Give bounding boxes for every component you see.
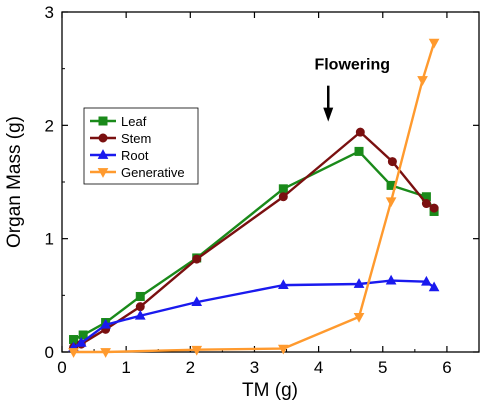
legend-label-stem: Stem — [121, 131, 151, 146]
x-tick-label: 2 — [186, 358, 195, 377]
series-line-stem — [73, 130, 435, 349]
data-point-root — [353, 278, 365, 288]
y-tick-label: 1 — [45, 230, 54, 249]
series-root — [68, 274, 440, 352]
x-tick-label: 1 — [121, 358, 130, 377]
legend-label-root: Root — [121, 148, 149, 163]
series-layer — [68, 38, 440, 358]
data-point-leaf — [135, 291, 145, 301]
legend-label-leaf: Leaf — [121, 114, 147, 129]
data-point-root — [191, 296, 203, 307]
data-point-generative — [428, 38, 440, 49]
data-point-stem — [355, 127, 365, 137]
data-point-stem — [278, 192, 288, 202]
y-tick-label: 3 — [45, 3, 54, 22]
annotation-layer: Flowering — [314, 57, 390, 122]
data-point-generative — [191, 345, 203, 356]
data-point-leaf — [354, 146, 364, 156]
data-point-generative — [417, 76, 428, 86]
legend-item-stem: Stem — [90, 131, 151, 146]
legend-marker-leaf — [98, 116, 108, 126]
legend-marker-stem — [98, 133, 108, 143]
data-point-generative — [100, 348, 111, 358]
data-point-root — [277, 279, 289, 290]
legend-item-generative: Generative — [90, 165, 185, 180]
data-point-generative — [68, 348, 79, 358]
data-point-stem — [192, 254, 202, 264]
legend-marker-generative — [97, 168, 109, 178]
legend-item-root: Root — [90, 148, 149, 163]
data-point-generative — [353, 312, 365, 323]
data-point-root — [428, 281, 440, 292]
x-tick-label: 6 — [442, 358, 451, 377]
series-generative — [68, 38, 440, 358]
data-point-root — [100, 318, 111, 329]
axis-ticks: 0 1 2 3 4 5 6 0 1 2 3 — [45, 3, 479, 377]
x-axis-label: TM (g) — [242, 380, 298, 401]
data-point-stem — [135, 302, 145, 312]
data-point-stem — [429, 203, 439, 213]
legend-marker-root — [97, 149, 109, 159]
flowering-annotation: Flowering — [314, 57, 390, 74]
legend: Leaf Stem Root Generative — [83, 107, 199, 185]
data-point-leaf — [278, 184, 288, 194]
legend-item-leaf: Leaf — [90, 114, 147, 129]
x-tick-label: 5 — [378, 358, 387, 377]
x-tick-label: 3 — [250, 358, 259, 377]
data-point-generative — [277, 344, 289, 355]
data-point-root — [421, 275, 432, 286]
y-tick-label: 2 — [45, 116, 54, 135]
series-line-leaf — [73, 150, 436, 341]
data-point-stem — [421, 199, 431, 209]
y-tick-label: 0 — [45, 343, 54, 362]
x-tick-label: 4 — [314, 358, 323, 377]
data-point-root — [385, 274, 397, 285]
y-axis-label: Organ Mass (g) — [4, 116, 25, 248]
series-line-root — [72, 279, 435, 349]
data-point-generative — [385, 197, 397, 208]
data-point-leaf — [78, 330, 88, 340]
x-tick-label: 0 — [57, 358, 66, 377]
legend-label-generative: Generative — [121, 165, 185, 180]
data-point-root — [134, 309, 146, 320]
flowering-arrow-icon — [323, 107, 334, 122]
series-line-generative — [73, 42, 436, 354]
data-point-root — [75, 337, 87, 347]
data-point-stem — [387, 157, 397, 167]
